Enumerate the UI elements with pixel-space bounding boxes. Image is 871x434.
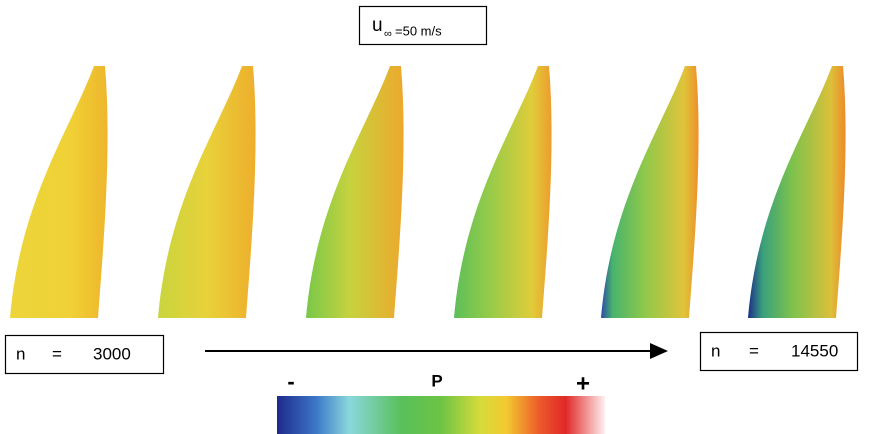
blade-map [158,66,256,318]
blade-map [10,66,108,318]
velocity-symbol: u [372,15,383,36]
end-variable: n [711,341,720,360]
blade-map [306,66,404,318]
colorbar-min: - [287,369,294,394]
velocity-value: =50 m/s [395,23,442,38]
end-box [699,331,859,372]
colorbar [277,396,605,434]
colorbar-max: + [576,370,590,397]
blade-map [601,66,699,318]
start-value: 3000 [93,344,131,363]
velocity-box [358,5,488,46]
arrow-head [650,343,668,359]
start-box [4,334,165,375]
blade-map [748,66,846,318]
blade-map [454,66,552,318]
end-equals: = [749,341,759,360]
colorbar-title: P [431,371,442,390]
start-variable: n [16,344,25,363]
velocity-subscript: ∞ [384,28,392,40]
start-equals: = [52,344,62,363]
end-value: 14550 [791,341,838,360]
pressure-maps [10,66,846,318]
